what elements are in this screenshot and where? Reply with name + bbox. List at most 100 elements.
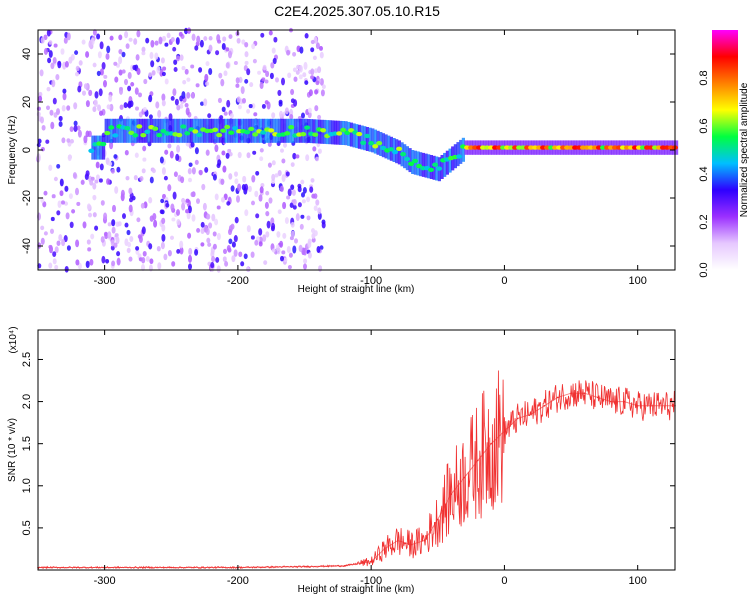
- noise-spot: [136, 30, 141, 38]
- ridge-halo: [275, 118, 279, 143]
- noise-spot: [265, 231, 270, 238]
- noise-spot: [259, 148, 264, 153]
- ridge-halo: [165, 118, 170, 143]
- noise-spot: [247, 185, 252, 193]
- noise-spot: [56, 240, 61, 246]
- ridge-halo: [197, 118, 202, 143]
- noise-spot: [176, 144, 181, 153]
- noise-spot: [128, 256, 133, 262]
- ridge-halo: [288, 118, 292, 143]
- spectrogram-y-ticks: -40 -20 0 20 40: [21, 48, 675, 254]
- noise-spot: [83, 135, 88, 144]
- ridge-halo: [387, 135, 391, 160]
- noise-spot: [123, 102, 128, 109]
- noise-spot: [77, 85, 82, 93]
- noise-spot: [198, 67, 203, 73]
- noise-spot: [181, 202, 186, 211]
- spectrogram-x-axis-label: Height of straight line (km): [298, 284, 415, 295]
- noise-spot: [181, 66, 186, 71]
- noise-spot: [308, 89, 313, 97]
- noise-spot: [85, 260, 90, 269]
- noise-spot: [315, 199, 320, 206]
- noise-spot: [50, 228, 54, 234]
- spectrogram-y-axis-label: Frequency (Hz): [7, 116, 18, 185]
- noise-spot: [264, 201, 269, 209]
- noise-spot: [276, 247, 281, 255]
- noise-spot: [307, 252, 312, 259]
- noise-spot: [297, 202, 302, 208]
- snr-point: [397, 539, 399, 542]
- noise-spot: [262, 64, 267, 71]
- noise-spot: [200, 242, 205, 247]
- ridge-halo: [307, 119, 311, 143]
- noise-spot: [187, 232, 192, 239]
- noise-spot: [244, 51, 249, 58]
- noise-spot: [191, 214, 196, 222]
- noise-spot: [208, 222, 213, 229]
- noise-spot: [119, 104, 124, 110]
- noise-spot: [204, 166, 209, 173]
- ridge-core: [412, 158, 419, 164]
- noise-spot: [210, 261, 215, 269]
- snr-panel: -300 -200 -100 0 100 0.51.01.52.02.5 (x10⁴) …: [7, 326, 676, 595]
- noise-spot: [170, 235, 174, 240]
- ridge-halo: [416, 151, 420, 176]
- noise-spot: [271, 160, 276, 166]
- noise-spot: [321, 221, 326, 229]
- x-tick-label: -100: [360, 275, 382, 287]
- noise-spot: [228, 151, 233, 157]
- snr-point: [570, 392, 572, 395]
- noise-spot: [295, 154, 300, 159]
- noise-spot: [230, 223, 235, 230]
- noise-spot: [173, 171, 178, 178]
- noise-spot: [63, 37, 68, 44]
- noise-spot: [52, 57, 57, 64]
- noise-spot: [128, 37, 133, 42]
- ridge-halo: [283, 118, 287, 143]
- noise-spot: [231, 255, 236, 263]
- noise-spot: [111, 219, 116, 227]
- noise-spot: [212, 174, 217, 181]
- noise-spot: [61, 105, 66, 112]
- noise-spot: [228, 228, 232, 236]
- ridge-halo: [176, 118, 180, 143]
- ridge-core: [228, 130, 235, 135]
- noise-spot: [286, 49, 291, 56]
- ridge-halo: [440, 155, 444, 179]
- ridge-halo: [293, 118, 298, 143]
- noise-spot: [107, 222, 112, 227]
- noise-spot: [225, 47, 230, 52]
- noise-spot: [46, 105, 50, 111]
- noise-spot: [175, 153, 180, 162]
- ridge-halo: [301, 118, 306, 143]
- snr-y-axis-label: SNR (10 * v/v): [7, 418, 18, 482]
- noise-spot: [52, 258, 57, 265]
- noise-spot: [40, 147, 45, 152]
- noise-spot: [191, 33, 196, 41]
- noise-spot: [151, 168, 156, 174]
- noise-spot: [317, 114, 322, 120]
- y-tick-label: 2.5: [21, 352, 33, 367]
- noise-spot: [294, 238, 298, 244]
- noise-spot: [140, 202, 145, 209]
- noise-spot: [200, 101, 204, 106]
- noise-spot: [37, 138, 42, 144]
- ridge-halo: [181, 118, 186, 143]
- noise-spot: [92, 212, 97, 218]
- ridge-halo: [91, 135, 95, 160]
- ridge-halo: [152, 118, 156, 143]
- ridge-core: [372, 144, 379, 149]
- noise-spot: [290, 98, 295, 104]
- noise-spot: [52, 251, 57, 257]
- noise-spot: [284, 217, 289, 225]
- ridge-halo: [371, 128, 375, 153]
- noise-spot: [196, 198, 200, 204]
- noise-spot: [46, 86, 51, 92]
- noise-spot: [99, 163, 104, 171]
- colorbar-label: Normalized spectral amplitude: [739, 82, 750, 217]
- noise-spot: [51, 194, 56, 199]
- ridge-halo: [421, 152, 425, 177]
- noise-spot: [303, 263, 307, 270]
- ridge-halo: [133, 118, 138, 143]
- noise-spot: [279, 110, 283, 118]
